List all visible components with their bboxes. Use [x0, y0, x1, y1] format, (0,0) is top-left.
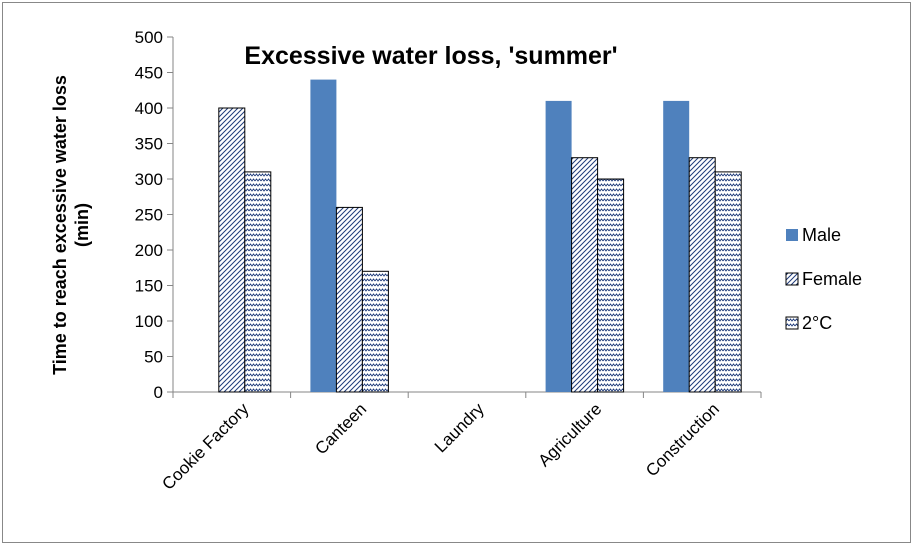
- y-tick-label: 450: [135, 64, 163, 83]
- legend-swatch-solid: [786, 229, 798, 241]
- bar-diagonal-stripes-3: [571, 157, 599, 393]
- y-tick-label: 300: [135, 170, 163, 189]
- chart-title: Excessive water loss, 'summer': [244, 42, 617, 70]
- chart-bars: [218, 79, 742, 393]
- y-tick-label: 200: [135, 241, 163, 260]
- y-tick-label: 150: [135, 277, 163, 296]
- y-axis-label-line1: Time to reach excessive water loss: [50, 75, 70, 375]
- y-tick-label: 500: [135, 28, 163, 47]
- x-category-label: Construction: [642, 399, 723, 480]
- y-axis-label-line2: (min): [72, 203, 92, 247]
- bar-zigzag-4: [714, 171, 742, 393]
- bar-zigzag-3: [597, 178, 625, 393]
- x-category-label: Agriculture: [535, 399, 606, 470]
- x-category-label: Laundry: [431, 399, 488, 456]
- bar-zigzag-1: [361, 270, 389, 393]
- bar-diagonal-stripes-1: [335, 206, 363, 393]
- y-tick-label: 400: [135, 99, 163, 118]
- y-tick-label: 0: [154, 383, 163, 402]
- y-tick-label: 50: [144, 348, 163, 367]
- category-labels: Cookie Factory Canteen Laundry Agriculture C…: [158, 399, 723, 494]
- x-category-label: Canteen: [311, 399, 370, 458]
- bar-chart: Excessive water loss, 'summer' Time to r…: [50, 28, 862, 494]
- y-tick-label: 350: [135, 135, 163, 154]
- bar-solid-3: [545, 100, 572, 393]
- legend-swatch-zigzag: [785, 316, 799, 330]
- legend-entry-label: Female: [802, 269, 862, 289]
- legend-swatch-diagonal-stripes: [785, 272, 799, 286]
- bar-diagonal-stripes-0: [218, 107, 246, 393]
- bar-diagonal-stripes-4: [688, 157, 716, 393]
- y-tick-label: 250: [135, 206, 163, 225]
- chart-axes: 0 50 100 150 200 250 300 350 400 450 500: [135, 28, 762, 402]
- x-category-label: Cookie Factory: [158, 399, 253, 494]
- bar-zigzag-0: [244, 171, 272, 393]
- legend-entry-label: Male: [802, 225, 841, 245]
- bar-solid-1: [310, 79, 337, 392]
- chart-legend: Male Female 2°C: [785, 225, 862, 333]
- legend-entry-label: 2°C: [802, 313, 832, 333]
- y-tick-label: 100: [135, 312, 163, 331]
- bar-solid-4: [663, 100, 690, 393]
